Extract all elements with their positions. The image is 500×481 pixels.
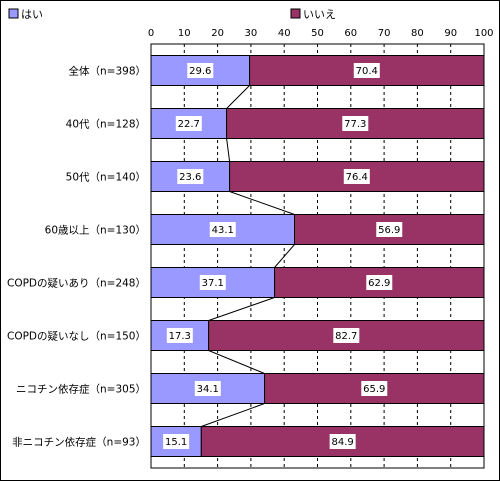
x-tick-label: 30 [245, 28, 258, 39]
data-label-box [366, 275, 393, 290]
connector-line [201, 403, 265, 427]
data-label-box [163, 434, 190, 449]
data-label-box [175, 116, 202, 131]
data-label-box [166, 328, 193, 343]
plot-area: 29.6 70.4 22.7 77.3 23.6 76.4 43.1 56.9 37.1 62.9… [150, 43, 485, 469]
legend-label-1: はい [21, 8, 43, 21]
data-label: 56.9 [378, 225, 400, 236]
data-label: 37.1 [202, 278, 224, 289]
data-label-box [187, 63, 214, 78]
data-label: 22.7 [178, 119, 200, 130]
data-label: 70.4 [356, 66, 378, 77]
data-label: 76.4 [346, 172, 368, 183]
category-label: 50代（n=140） [66, 172, 146, 184]
data-label: 34.1 [197, 384, 219, 395]
data-label: 65.9 [363, 384, 385, 395]
legend: はい いいえ [8, 8, 336, 21]
category-label: 40代（n=128） [66, 119, 146, 131]
x-tick-label: 0 [148, 28, 154, 39]
legend-swatch-1 [8, 8, 19, 19]
x-tick-label: 80 [411, 28, 424, 39]
x-tick-label: 40 [278, 28, 291, 39]
connector-line [226, 85, 250, 109]
x-tick-label: 70 [378, 28, 391, 39]
connector-line [208, 297, 275, 321]
connector-line [208, 350, 265, 374]
x-tick-label: 10 [178, 28, 191, 39]
category-label: 60歳以上（n=130） [45, 225, 146, 237]
legend-label-2: いいえ [303, 8, 336, 21]
data-label-box [353, 63, 380, 78]
x-tick-label: 100 [474, 28, 493, 39]
x-tick-label: 20 [211, 28, 224, 39]
category-labels: 全体（n=398） 40代（n=128） 50代（n=140） 60歳以上（n=130… [7, 65, 146, 449]
x-tick-label: 60 [344, 28, 357, 39]
data-label: 43.1 [212, 225, 234, 236]
data-label: 82.7 [335, 331, 357, 342]
data-label-box [361, 381, 388, 396]
data-label-box [343, 169, 370, 184]
x-tick-label: 90 [444, 28, 457, 39]
data-label: 62.9 [368, 278, 390, 289]
data-label-box [376, 222, 403, 237]
data-label-box [199, 275, 226, 290]
data-label-box [333, 328, 360, 343]
category-label: COPDの疑いあり（n=248） [7, 278, 146, 290]
data-label: 17.3 [169, 331, 191, 342]
data-label-box [194, 381, 221, 396]
category-label: COPDの疑いなし（n=150） [7, 331, 146, 343]
connector-line [226, 138, 231, 162]
legend-swatch-2 [290, 8, 301, 19]
data-label-box [209, 222, 236, 237]
data-label: 15.1 [165, 437, 187, 448]
connector-lines [201, 85, 295, 427]
data-label: 29.6 [189, 66, 211, 77]
data-label: 23.6 [179, 172, 201, 183]
data-label-box [329, 434, 356, 449]
category-label: 全体（n=398） [69, 65, 147, 78]
data-label: 77.3 [344, 119, 366, 130]
connector-line [274, 244, 295, 268]
connector-line [229, 191, 295, 215]
data-label-box [342, 116, 369, 131]
x-tick-label: 50 [311, 28, 324, 39]
plot-border [150, 43, 485, 469]
data-label-box [177, 169, 204, 184]
x-axis-tick-labels: 0 10 20 30 40 50 60 70 80 90 100 [148, 28, 494, 39]
category-label: 非ニコチン依存症（n=93） [12, 436, 146, 449]
category-label: ニコチン依存症（n=305） [16, 383, 146, 396]
data-label: 84.9 [332, 437, 354, 448]
